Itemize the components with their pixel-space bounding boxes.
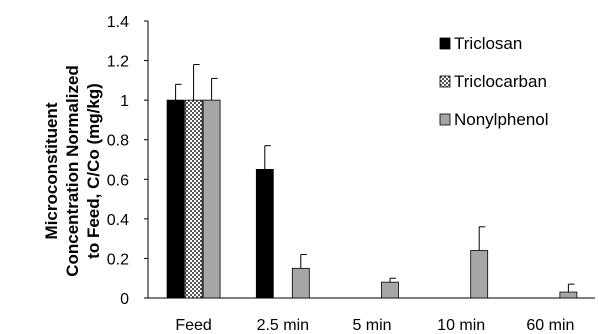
y-axis-label-line-2: Concentration Normalized xyxy=(63,65,82,277)
bar-nonylphenol-2 xyxy=(381,281,399,299)
x-tick-label: 10 min xyxy=(437,317,485,334)
y-axis-label: Microconstituent Concentration Normalize… xyxy=(42,65,103,277)
bars xyxy=(166,64,578,299)
bar-triclocarban-0 xyxy=(184,99,203,299)
bar-triclosan-1 xyxy=(255,168,274,299)
axes: 0 0.2 0.4 0.6 0.8 1 1.2 1.4 Feed 2.5 min 5 min 10 m… xyxy=(107,14,595,334)
legend: Triclosan Triclocarban Nonylphenol xyxy=(439,34,549,129)
y-axis-label-line-1: Microconstituent xyxy=(42,102,61,239)
legend-label-triclosan: Triclosan xyxy=(454,34,522,53)
x-tick-label: Feed xyxy=(175,317,211,334)
y-tick-label: 0.8 xyxy=(107,133,129,150)
legend-label-triclocarban: Triclocarban xyxy=(454,72,547,91)
bar-nonylphenol-3 xyxy=(470,250,489,299)
y-axis-label-line-3: to Feed, C/Co (mg/kg) xyxy=(84,83,103,259)
bar-nonylphenol-1 xyxy=(291,267,310,299)
bar-nonylphenol-4 xyxy=(559,291,578,299)
y-tick-label: 1.4 xyxy=(107,14,129,31)
y-tick-label: 1.2 xyxy=(107,54,129,71)
legend-swatch-nonylphenol xyxy=(439,113,451,126)
y-tick-label: 0.2 xyxy=(107,251,129,268)
legend-swatch-triclosan xyxy=(439,37,451,50)
y-tick-label: 0 xyxy=(120,291,129,308)
y-tick-label: 0.4 xyxy=(107,212,129,229)
y-tick-label: 1 xyxy=(120,93,129,110)
x-tick-label: 5 min xyxy=(352,317,391,334)
x-tick-label: 60 min xyxy=(526,317,574,334)
legend-label-nonylphenol: Nonylphenol xyxy=(454,110,549,129)
y-tick-label: 0.6 xyxy=(107,172,129,189)
x-tick-label: 2.5 min xyxy=(257,317,309,334)
legend-swatch-triclocarban xyxy=(439,75,451,88)
bar-nonylphenol-0 xyxy=(202,99,221,299)
bar-triclosan-0 xyxy=(166,99,185,299)
